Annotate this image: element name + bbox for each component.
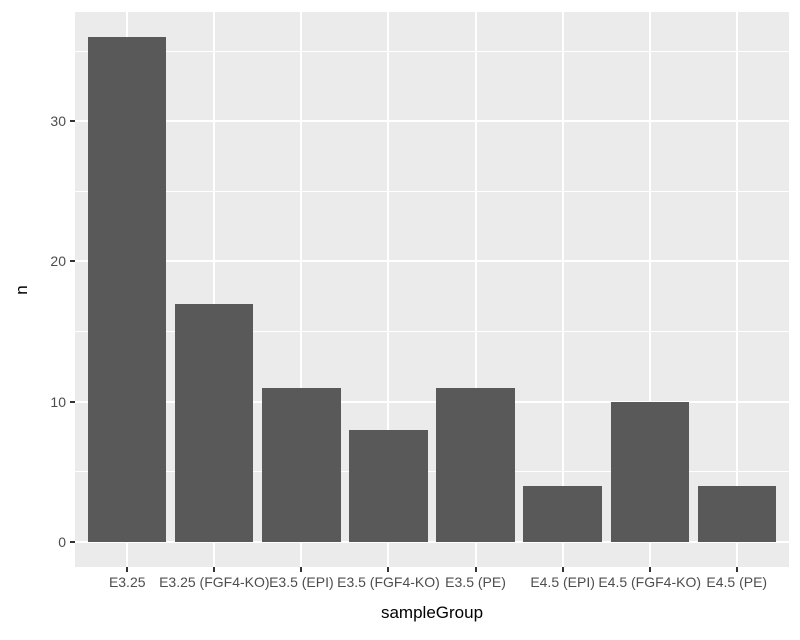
x-tick-mark-4 [387, 567, 390, 572]
x-tick-mark-1 [126, 567, 129, 572]
x-tick-label-2: E3.25 (FGF4-KO) [159, 574, 270, 590]
gridline-major-x-6 [561, 12, 564, 567]
x-tick-label-4: E3.5 (FGF4-KO) [337, 574, 440, 590]
y-tick-mark-0 [70, 540, 75, 543]
y-tick-mark-30 [70, 120, 75, 123]
gridline-major-x-3 [300, 12, 303, 567]
y-tick-label-0: 0 [58, 533, 66, 550]
bar-E4.5 (PE) [697, 485, 776, 542]
x-tick-label-3: E3.5 (EPI) [269, 574, 334, 590]
y-tick-label-30: 30 [50, 113, 66, 130]
x-tick-mark-6 [561, 567, 564, 572]
x-tick-label-5: E3.5 (PE) [445, 574, 506, 590]
bar-E3.25 [88, 37, 167, 542]
bar-E3.5 (PE) [436, 387, 515, 542]
bar-E3.5 (FGF4-KO) [349, 429, 428, 542]
gridline-major-y-10 [75, 400, 789, 403]
gridline-minor-y-15 [75, 331, 789, 333]
gridline-major-x-8 [735, 12, 738, 567]
gridline-major-x-5 [474, 12, 477, 567]
gridline-major-x-2 [213, 12, 216, 567]
bar-E4.5 (FGF4-KO) [610, 401, 689, 542]
x-tick-label-8: E4.5 (PE) [706, 574, 768, 590]
x-tick-mark-8 [735, 567, 738, 572]
gridline-major-x-4 [387, 12, 390, 567]
gridline-minor-y-5 [75, 471, 789, 473]
x-tick-label-7: E4.5 (FGF4-KO) [598, 574, 702, 590]
y-tick-label-10: 10 [50, 393, 66, 410]
gridline-major-y-0 [75, 540, 789, 543]
y-tick-mark-20 [70, 260, 75, 263]
gridline-minor-y-25 [75, 190, 789, 192]
gridline-major-x-7 [648, 12, 651, 567]
gridline-major-y-20 [75, 260, 789, 263]
gridline-major-y-30 [75, 120, 789, 123]
x-tick-mark-7 [648, 567, 651, 572]
x-tick-mark-5 [474, 567, 477, 572]
x-tick-mark-2 [213, 567, 216, 572]
y-tick-mark-10 [70, 400, 75, 403]
x-tick-label-6: E4.5 (EPI) [530, 574, 595, 590]
y-tick-label-20: 20 [50, 253, 66, 270]
x-axis-title: sampleGroup [380, 603, 484, 622]
y-axis-title: n [12, 284, 31, 295]
bar-E3.25 (FGF4-KO) [175, 303, 254, 542]
plot-panel [75, 12, 789, 567]
gridline-minor-y-35 [75, 50, 789, 52]
x-tick-label-1: E3.25 [108, 574, 146, 590]
bar-E3.5 (EPI) [262, 387, 341, 542]
x-tick-mark-3 [300, 567, 303, 572]
bar-E4.5 (EPI) [523, 485, 602, 542]
